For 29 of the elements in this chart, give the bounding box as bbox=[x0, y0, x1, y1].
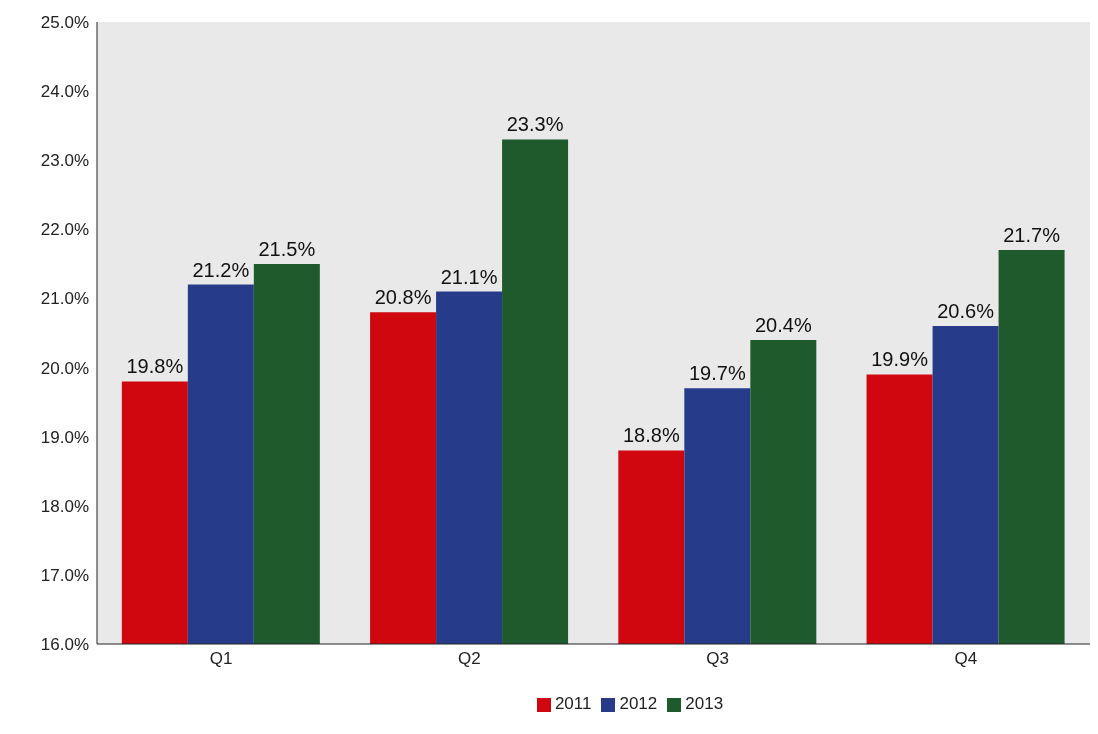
data-label: 20.4% bbox=[754, 313, 812, 336]
data-label: 21.2% bbox=[192, 258, 250, 281]
legend-label: 2012 bbox=[619, 694, 658, 713]
y-tick-label: 16.0% bbox=[40, 635, 89, 655]
legend-label: 2013 bbox=[685, 694, 724, 713]
data-label: 20.8% bbox=[374, 286, 432, 309]
y-tick-label: 24.0% bbox=[40, 82, 89, 102]
data-label: 21.1% bbox=[440, 265, 498, 288]
x-tick-label: Q1 bbox=[209, 649, 233, 669]
data-label: 23.3% bbox=[506, 113, 564, 136]
data-label: 19.9% bbox=[871, 348, 929, 371]
y-tick-label: 18.0% bbox=[40, 496, 89, 516]
data-label: 19.8% bbox=[126, 355, 184, 378]
y-tick-label: 19.0% bbox=[40, 427, 89, 447]
data-label: 18.8% bbox=[622, 424, 680, 447]
x-tick-label: Q2 bbox=[458, 649, 481, 669]
y-tick-label: 17.0% bbox=[40, 565, 89, 585]
data-label: 19.7% bbox=[688, 362, 746, 385]
y-tick-label: 20.0% bbox=[40, 358, 89, 378]
data-label: 21.5% bbox=[258, 237, 316, 260]
y-tick-label: 25.0% bbox=[40, 13, 89, 33]
data-label: 20.6% bbox=[937, 300, 995, 323]
y-tick-label: 21.0% bbox=[40, 289, 89, 309]
x-tick-label: Q3 bbox=[706, 649, 729, 669]
legend-label: 2011 bbox=[554, 694, 592, 713]
y-tick-label: 22.0% bbox=[40, 220, 89, 240]
y-tick-label: 23.0% bbox=[40, 151, 89, 171]
x-tick-label: Q4 bbox=[954, 649, 978, 669]
data-label: 21.7% bbox=[1003, 224, 1061, 247]
